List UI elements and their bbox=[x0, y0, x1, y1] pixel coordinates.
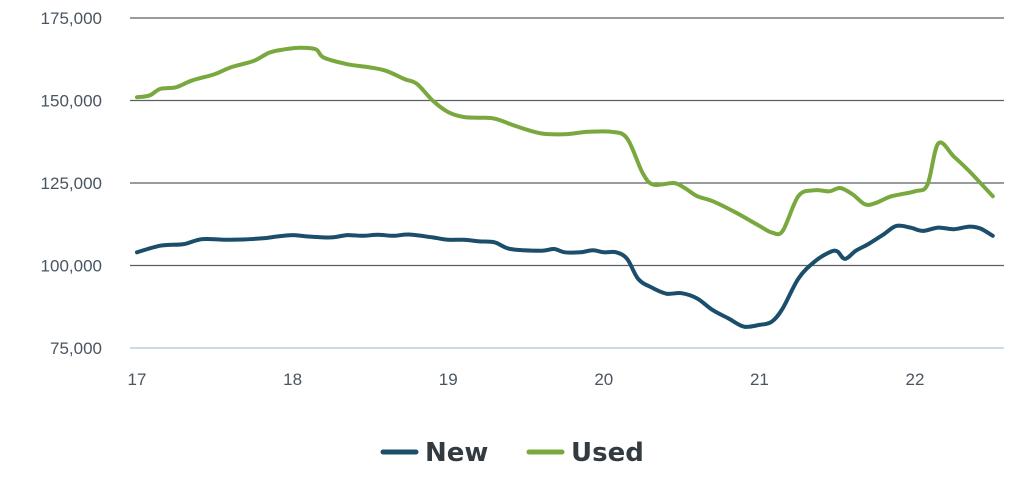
y-tick-label: 150,000 bbox=[41, 92, 102, 111]
y-tick-label: 100,000 bbox=[41, 257, 102, 276]
x-axis-tick-labels: 17 18 19 20 21 22 bbox=[128, 370, 925, 389]
x-tick-label: 20 bbox=[594, 370, 613, 389]
y-axis-tick-labels: 75,000 100,000 125,000 150,000 175,000 bbox=[41, 9, 102, 358]
y-tick-label: 175,000 bbox=[41, 9, 102, 28]
legend-label-new: New bbox=[425, 438, 488, 468]
x-tick-label: 18 bbox=[283, 370, 302, 389]
legend: New Used bbox=[380, 438, 644, 468]
series-line-new bbox=[135, 223, 995, 329]
gridlines bbox=[130, 17, 1004, 349]
y-tick-label: 125,000 bbox=[41, 174, 102, 193]
y-tick-label: 75,000 bbox=[50, 339, 102, 358]
x-tick-label: 19 bbox=[439, 370, 458, 389]
series-line-used bbox=[135, 45, 995, 237]
series-lines bbox=[135, 45, 995, 329]
legend-label-used: Used bbox=[571, 438, 644, 468]
x-tick-label: 17 bbox=[128, 370, 147, 389]
x-tick-label: 21 bbox=[750, 370, 769, 389]
x-tick-label: 22 bbox=[906, 370, 925, 389]
